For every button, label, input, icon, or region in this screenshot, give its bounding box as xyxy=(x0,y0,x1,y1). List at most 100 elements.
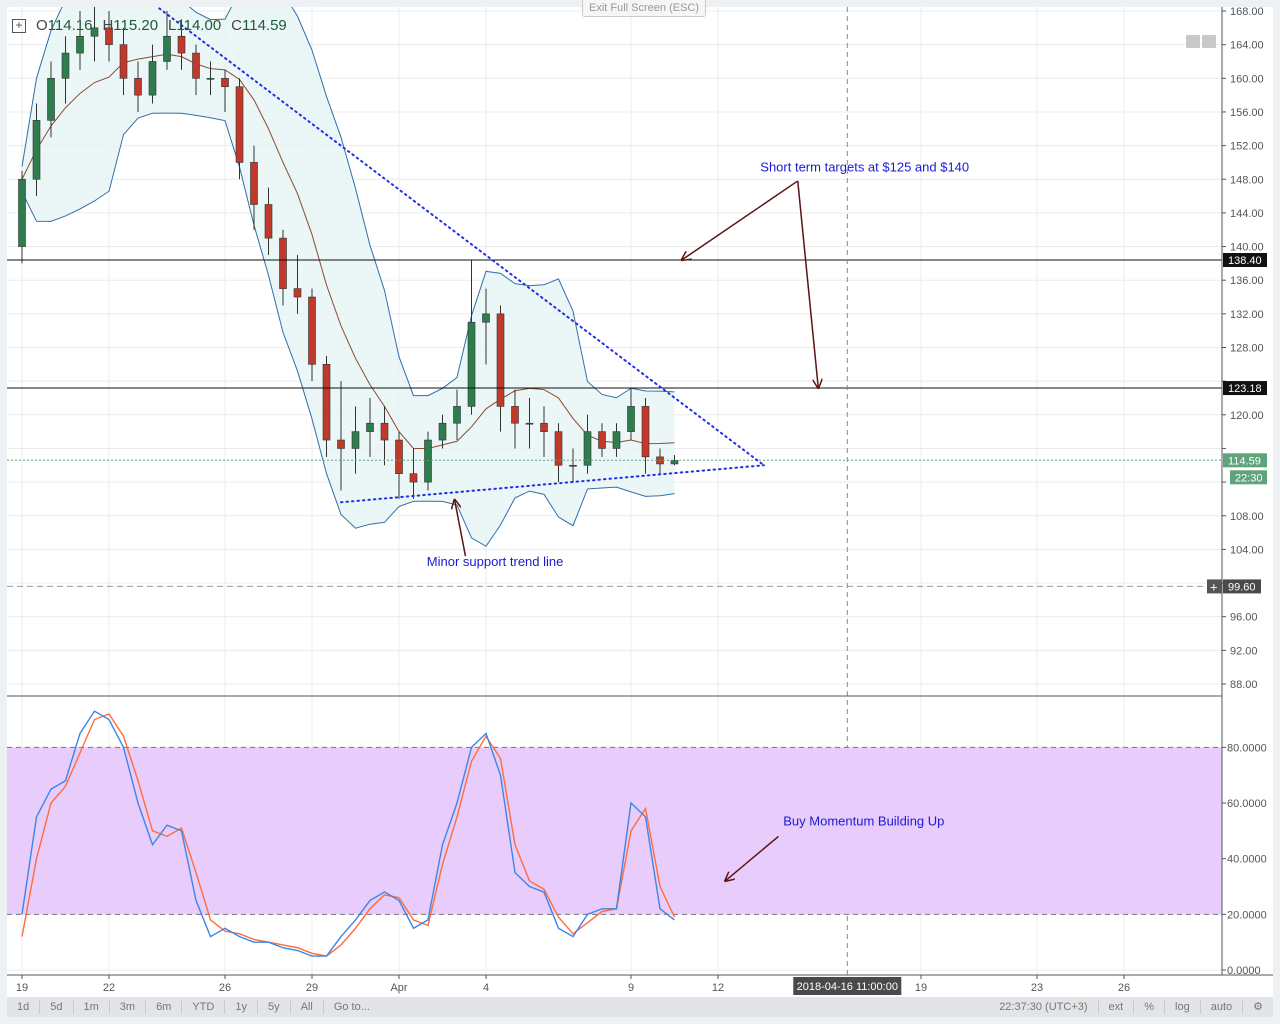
time-tick-label: Apr xyxy=(390,982,407,994)
candle xyxy=(380,406,389,466)
candle-body xyxy=(250,162,258,205)
range-3m[interactable]: 3m xyxy=(110,1000,147,1014)
candle xyxy=(366,397,374,457)
candle xyxy=(105,11,113,62)
range-5y[interactable]: 5y xyxy=(258,1000,291,1014)
candle-body xyxy=(467,321,476,407)
stoch-tick-label: 0.0000 xyxy=(1227,965,1261,977)
crosshair-time-label: 2018-04-16 11:00:00 xyxy=(797,981,898,993)
log-toggle[interactable]: log xyxy=(1165,1000,1201,1014)
ohlc-legend: + O114.16 H115.20 L114.00 C114.59 xyxy=(12,17,287,34)
candle-body xyxy=(424,439,432,483)
plus-icon: + xyxy=(1210,579,1218,594)
candle xyxy=(569,448,577,483)
candle xyxy=(47,61,55,138)
stoch-pane: Buy Momentum Building Up xyxy=(7,710,1222,957)
pane-controls xyxy=(1186,35,1216,48)
price-tick-label: 108.00 xyxy=(1230,511,1264,523)
price-tick-label: 92.00 xyxy=(1230,645,1258,657)
candle xyxy=(293,254,302,314)
price-line-label: 99.60 xyxy=(1228,581,1256,593)
candle-body xyxy=(612,431,621,449)
range-5d[interactable]: 5d xyxy=(40,1000,74,1014)
crosshair-time-bg xyxy=(793,977,902,995)
price-tick-label: 144.00 xyxy=(1230,208,1264,220)
maximize-pane-icon[interactable] xyxy=(1186,35,1200,48)
percent-toggle[interactable]: % xyxy=(1134,1000,1166,1014)
time-tick-label: 4 xyxy=(483,982,489,994)
candle-body xyxy=(598,431,606,449)
exit-fullscreen-button[interactable]: Exit Full Screen (ESC) xyxy=(582,0,706,17)
candle xyxy=(453,389,461,441)
candle-body xyxy=(221,78,229,88)
range-1d[interactable]: 1d xyxy=(7,1000,41,1014)
candle-body xyxy=(206,78,215,80)
candle xyxy=(61,36,70,104)
candle xyxy=(337,381,345,491)
candle xyxy=(192,44,200,96)
candle xyxy=(554,423,563,483)
candle-body xyxy=(453,406,461,424)
gear-icon[interactable]: ⚙ xyxy=(1253,1001,1263,1013)
time-tick-label: 19 xyxy=(915,982,927,994)
candle xyxy=(322,355,331,457)
range-1m[interactable]: 1m xyxy=(74,1000,110,1014)
candle-body xyxy=(90,27,99,37)
close-value: 114.59 xyxy=(242,17,287,34)
range-6m[interactable]: 6m xyxy=(146,1000,183,1014)
price-line-label: 123.18 xyxy=(1228,383,1262,395)
candle xyxy=(540,406,548,457)
candle-body xyxy=(163,35,171,62)
countdown-label-bg xyxy=(1230,470,1267,485)
time-tick-label: 23 xyxy=(1031,982,1043,994)
price-line-label-bg xyxy=(1223,253,1267,268)
candle xyxy=(18,170,26,264)
price-line-label: 138.40 xyxy=(1228,255,1262,267)
candle-body xyxy=(511,406,519,424)
candle-body xyxy=(540,422,548,432)
time-tick-label: 26 xyxy=(1118,982,1130,994)
candle xyxy=(511,389,519,449)
candle xyxy=(221,69,229,112)
annotation-arrow xyxy=(797,180,819,388)
candle-body xyxy=(496,313,505,407)
goto-button[interactable]: Go to... xyxy=(333,1001,370,1013)
candle xyxy=(467,260,476,415)
price-line-label-bg xyxy=(1223,381,1267,396)
bottom-toolbar: 1d 5d 1m 3m 6m YTD 1y 5y All Go to... 22… xyxy=(7,997,1273,1017)
candle xyxy=(264,187,273,255)
candle-body xyxy=(569,464,577,467)
candle-body xyxy=(351,431,360,449)
price-tick-label: 96.00 xyxy=(1230,612,1258,624)
range-ytd[interactable]: YTD xyxy=(182,1000,226,1014)
candle-body xyxy=(177,35,186,54)
annotation-text: Minor support trend line xyxy=(427,554,564,569)
range-all[interactable]: All xyxy=(291,1000,324,1014)
price-tick-label: 152.00 xyxy=(1230,141,1264,153)
ext-toggle[interactable]: ext xyxy=(1099,1000,1135,1014)
candle xyxy=(670,455,679,466)
trend-line xyxy=(340,464,765,504)
candle-body xyxy=(641,406,650,458)
candle xyxy=(90,7,99,62)
candle-body xyxy=(235,86,244,163)
expand-icon[interactable]: + xyxy=(12,18,26,33)
collapse-pane-icon[interactable] xyxy=(1202,35,1216,48)
range-1y[interactable]: 1y xyxy=(225,1000,258,1014)
price-tick-label: 156.00 xyxy=(1230,107,1264,119)
candle xyxy=(279,229,287,306)
auto-toggle[interactable]: auto xyxy=(1201,1000,1244,1014)
candle-body xyxy=(119,44,128,79)
stoch-d-line xyxy=(21,713,676,957)
trend-line xyxy=(155,7,765,467)
candle xyxy=(177,19,186,70)
stoch-k-line xyxy=(21,710,675,957)
candle-body xyxy=(105,27,113,45)
high-value: 115.20 xyxy=(113,17,159,34)
candle xyxy=(32,103,41,197)
price-tick-label: 168.00 xyxy=(1230,6,1264,18)
candle-body xyxy=(482,313,490,323)
candle xyxy=(438,414,447,449)
price-tick-label: 140.00 xyxy=(1230,242,1264,254)
